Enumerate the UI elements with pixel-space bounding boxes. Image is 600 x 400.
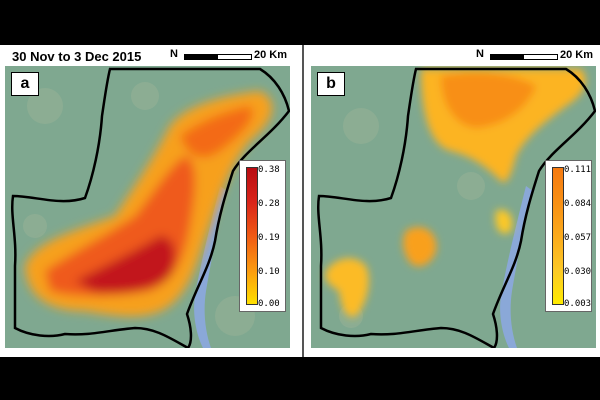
panel-divider bbox=[302, 45, 304, 357]
scale-label: 20 Km bbox=[254, 49, 288, 61]
legend-tick: 0.00 bbox=[258, 299, 280, 309]
legend-a: 0.38 0.28 0.19 0.10 0.00 bbox=[239, 160, 286, 312]
north-arrow-icon: N bbox=[476, 48, 484, 60]
map-panel-a: a 0.38 0.28 0.19 0.10 0.00 bbox=[5, 66, 290, 348]
scale-bar-graphic bbox=[184, 54, 252, 60]
region-boundary bbox=[317, 67, 596, 348]
north-arrow-icon: N bbox=[170, 48, 178, 60]
panel-tag-a: a bbox=[11, 72, 39, 96]
scale-bar-graphic bbox=[490, 54, 558, 60]
figure-frame: 30 Nov to 3 Dec 2015 N 20 Km N 20 Km bbox=[0, 45, 600, 357]
date-range-label: 30 Nov to 3 Dec 2015 bbox=[12, 49, 142, 64]
legend-tick: 0.003 bbox=[564, 299, 592, 309]
legend-tick: 0.084 bbox=[564, 199, 592, 209]
legend-tick: 0.38 bbox=[258, 165, 280, 175]
heat-overlay-a bbox=[25, 91, 273, 317]
panel-tag-b: b bbox=[317, 72, 345, 96]
heat-overlay-b bbox=[325, 69, 586, 317]
legend-tick: 0.10 bbox=[258, 267, 280, 277]
river bbox=[500, 186, 533, 348]
region-boundary bbox=[11, 67, 290, 348]
river bbox=[194, 186, 227, 348]
legend-tick: 0.28 bbox=[258, 199, 280, 209]
scale-label: 20 Km bbox=[560, 49, 594, 61]
legend-tick: 0.030 bbox=[564, 267, 592, 277]
legend-tick: 0.19 bbox=[258, 233, 280, 243]
legend-tick: 0.111 bbox=[564, 165, 592, 175]
color-ramp-a bbox=[246, 167, 258, 305]
map-panel-b: b 0.111 0.084 0.057 0.030 0.003 bbox=[311, 66, 596, 348]
map-a-graphic bbox=[5, 66, 290, 348]
legend-tick: 0.057 bbox=[564, 233, 592, 243]
color-ramp-b bbox=[552, 167, 564, 305]
legend-b: 0.111 0.084 0.057 0.030 0.003 bbox=[545, 160, 592, 312]
